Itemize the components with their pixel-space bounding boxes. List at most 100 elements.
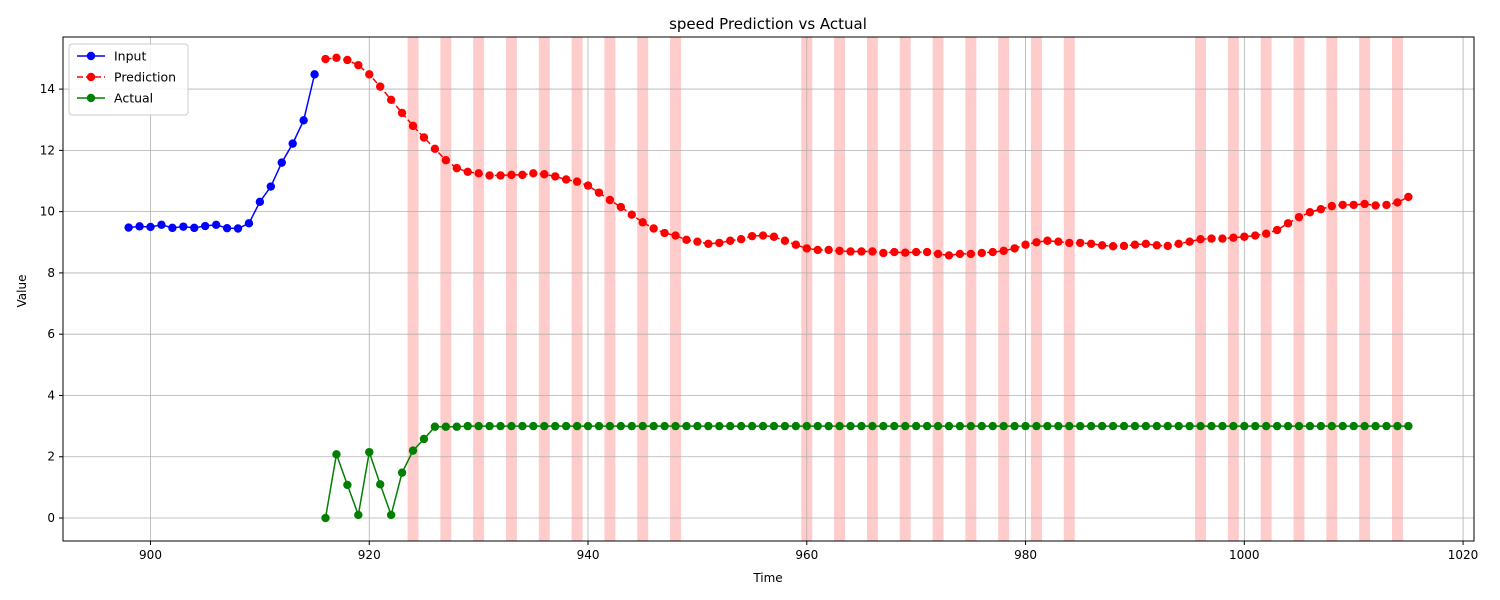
data-point-prediction: [1404, 192, 1413, 202]
x-tick-label: 980: [1014, 548, 1037, 562]
legend-marker-actual: [86, 93, 96, 103]
highlight-band-5: [571, 37, 583, 541]
data-point-actual: [419, 434, 429, 444]
data-point-prediction: [561, 175, 571, 184]
highlight-band-14: [965, 37, 977, 541]
data-point-actual: [594, 421, 604, 431]
data-point-prediction: [780, 236, 790, 245]
data-point-prediction: [386, 95, 396, 105]
data-point-actual: [1010, 421, 1019, 431]
legend-marker-input: [86, 51, 96, 61]
data-point-actual: [868, 421, 877, 431]
data-point-actual: [911, 421, 921, 431]
data-point-prediction: [365, 70, 374, 79]
highlight-band-10: [834, 37, 846, 541]
x-tick-label: 1000: [1229, 548, 1260, 562]
data-point-prediction: [354, 60, 363, 70]
y-tick-label: 0: [47, 511, 55, 525]
data-point-actual: [1371, 421, 1380, 431]
x-tick-label: 940: [577, 548, 600, 562]
data-point-input: [299, 116, 308, 125]
highlight-band-22: [1326, 37, 1338, 541]
data-point-prediction: [868, 247, 877, 256]
data-point-actual: [846, 421, 855, 431]
data-point-actual: [944, 421, 954, 431]
data-point-prediction: [1130, 240, 1140, 249]
data-point-actual: [726, 421, 735, 431]
x-tick-label: 920: [358, 548, 381, 562]
data-point-prediction: [1305, 208, 1315, 217]
data-point-actual: [518, 421, 527, 431]
y-tick-label: 2: [47, 450, 55, 464]
data-point-input: [244, 219, 254, 228]
data-point-actual: [736, 421, 746, 431]
data-point-actual: [1338, 421, 1347, 431]
data-point-prediction: [1218, 234, 1227, 243]
data-point-prediction: [1272, 225, 1282, 235]
data-point-prediction: [1032, 238, 1041, 247]
data-point-prediction: [1316, 204, 1326, 214]
data-point-prediction: [1196, 235, 1205, 244]
data-point-prediction: [747, 231, 757, 241]
highlight-band-15: [998, 37, 1010, 541]
data-point-actual: [365, 447, 374, 457]
data-point-prediction: [408, 121, 418, 131]
highlight-band-16: [1031, 37, 1042, 541]
data-point-prediction: [933, 249, 943, 259]
data-point-actual: [583, 421, 593, 431]
highlight-band-24: [1391, 37, 1403, 541]
data-point-actual: [1065, 421, 1074, 431]
legend-label-actual: Actual: [114, 91, 153, 106]
data-point-actual: [1272, 421, 1282, 431]
legend-marker-prediction: [86, 72, 96, 82]
highlight-band-1: [440, 37, 452, 541]
data-point-actual: [999, 421, 1008, 431]
data-point-actual: [441, 422, 451, 431]
data-point-input: [179, 222, 188, 231]
data-point-actual: [638, 421, 647, 431]
data-point-actual: [616, 421, 626, 431]
data-point-actual: [988, 421, 997, 431]
data-point-prediction: [1185, 237, 1194, 246]
data-point-prediction: [638, 218, 647, 227]
highlight-band-13: [932, 37, 944, 541]
data-point-input: [222, 223, 232, 233]
data-point-prediction: [1240, 232, 1249, 241]
highlight-band-18: [1195, 37, 1207, 541]
data-point-input: [124, 223, 133, 232]
data-point-actual: [627, 421, 636, 431]
data-point-actual: [802, 421, 811, 431]
grid-lines: [63, 37, 1474, 541]
highlight-band-2: [473, 37, 485, 541]
data-point-actual: [1043, 421, 1052, 431]
data-point-prediction: [627, 210, 636, 219]
data-point-actual: [1141, 421, 1151, 431]
x-tick-label: 900: [139, 548, 162, 562]
data-point-actual: [1185, 421, 1194, 431]
data-point-prediction: [1283, 219, 1293, 228]
data-point-prediction: [452, 163, 461, 173]
data-point-prediction: [835, 246, 844, 256]
data-point-actual: [747, 421, 757, 431]
data-point-prediction: [529, 169, 538, 178]
data-point-actual: [1382, 421, 1391, 431]
data-point-input: [277, 158, 286, 167]
data-point-prediction: [944, 251, 954, 260]
data-point-prediction: [572, 177, 582, 186]
data-point-actual: [1316, 421, 1326, 431]
data-point-prediction: [1021, 240, 1030, 249]
data-point-prediction: [649, 224, 658, 233]
data-point-prediction: [1086, 239, 1096, 249]
y-tick-label: 4: [47, 388, 55, 402]
data-point-prediction: [857, 247, 866, 256]
series-input: [124, 70, 319, 233]
data-point-prediction: [343, 55, 352, 65]
data-point-prediction: [551, 172, 560, 181]
y-tick-label: 14: [40, 82, 55, 96]
data-point-input: [190, 223, 199, 233]
data-point-actual: [715, 421, 724, 431]
data-point-input: [310, 70, 319, 79]
data-point-actual: [430, 422, 440, 431]
data-point-prediction: [1152, 241, 1161, 250]
data-point-actual: [1261, 421, 1271, 431]
